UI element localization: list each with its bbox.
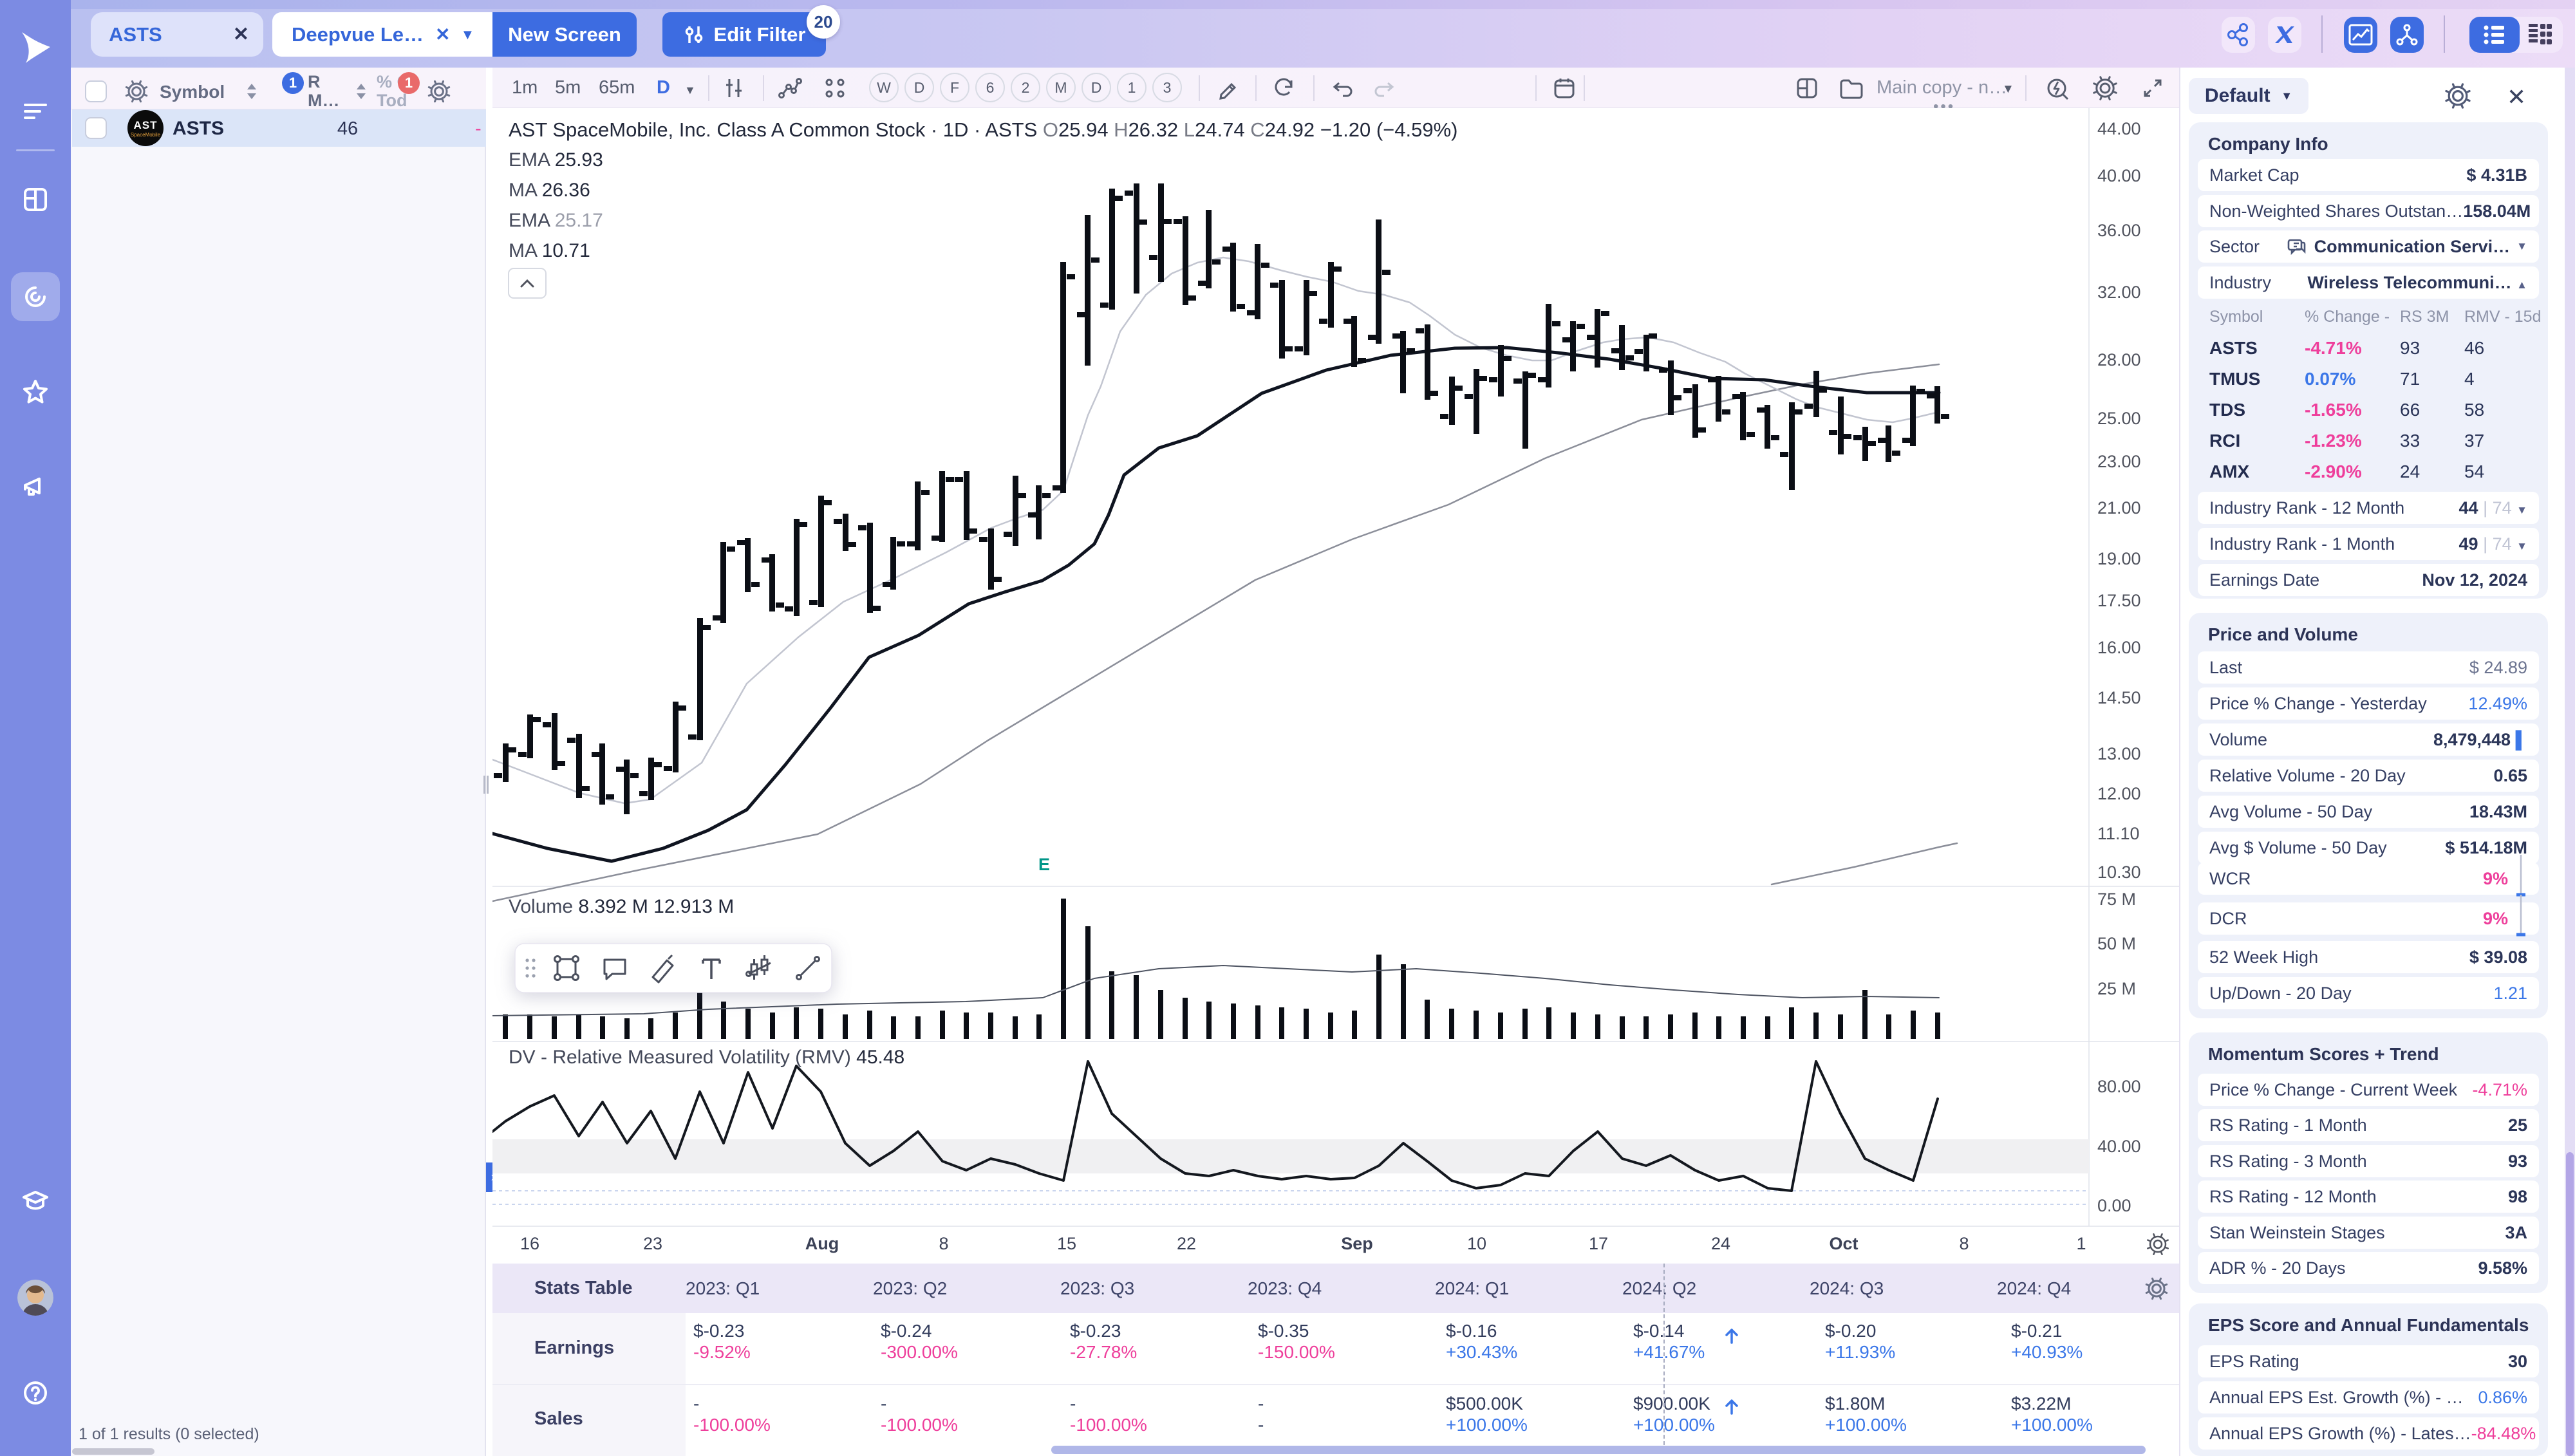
svg-text:32.00: 32.00 xyxy=(2097,283,2141,302)
svg-text:Oct: Oct xyxy=(1829,1234,1858,1253)
svg-text:75 M: 75 M xyxy=(2097,890,2136,909)
svg-text:1: 1 xyxy=(2076,1234,2086,1253)
svg-text:25 M: 25 M xyxy=(2097,979,2136,998)
svg-text:0.00: 0.00 xyxy=(2097,1196,2131,1215)
svg-text:8: 8 xyxy=(1959,1234,1969,1253)
svg-text:11.10: 11.10 xyxy=(2097,824,2140,843)
svg-text:50 M: 50 M xyxy=(2097,934,2136,953)
svg-text:19.00: 19.00 xyxy=(2097,549,2141,568)
svg-text:15: 15 xyxy=(1057,1234,1076,1253)
svg-text:EMA 25.93: EMA 25.93 xyxy=(509,149,603,171)
svg-text:24: 24 xyxy=(1711,1234,1730,1253)
svg-text:13.00: 13.00 xyxy=(2097,744,2141,763)
svg-text:21.00: 21.00 xyxy=(2097,498,2141,518)
svg-text:E: E xyxy=(1038,855,1050,874)
svg-text:MA 26.36: MA 26.36 xyxy=(509,180,590,201)
svg-text:16: 16 xyxy=(520,1234,539,1253)
svg-text:DV - Relative Measured Volatil: DV - Relative Measured Volatility (RMV) … xyxy=(509,1047,904,1068)
svg-text:10: 10 xyxy=(1467,1234,1486,1253)
svg-text:40.00: 40.00 xyxy=(2097,1137,2141,1156)
svg-text:40.00: 40.00 xyxy=(2097,166,2141,185)
svg-text:EMA 25.17: EMA 25.17 xyxy=(509,210,603,231)
svg-text:12.00: 12.00 xyxy=(2097,784,2141,803)
svg-text:Sep: Sep xyxy=(1341,1234,1373,1253)
svg-text:80.00: 80.00 xyxy=(2097,1077,2141,1096)
svg-text:Aug: Aug xyxy=(805,1234,839,1253)
svg-text:17.50: 17.50 xyxy=(2097,591,2141,610)
svg-text:17: 17 xyxy=(1589,1234,1608,1253)
svg-text:23: 23 xyxy=(643,1234,662,1253)
svg-text:10.30: 10.30 xyxy=(2097,863,2141,882)
svg-text:AST SpaceMobile, Inc. Class A: AST SpaceMobile, Inc. Class A Common Sto… xyxy=(509,118,1457,141)
svg-text:28.00: 28.00 xyxy=(2097,350,2141,369)
svg-text:Volume 8.392 M 12.913 M: Volume 8.392 M 12.913 M xyxy=(509,896,734,917)
svg-text:44.00: 44.00 xyxy=(2097,119,2141,138)
svg-text:16.00: 16.00 xyxy=(2097,638,2141,657)
svg-text:25.00: 25.00 xyxy=(2097,409,2141,428)
svg-text:23.00: 23.00 xyxy=(2097,452,2141,471)
svg-text:MA 10.71: MA 10.71 xyxy=(509,240,590,261)
svg-text:36.00: 36.00 xyxy=(2097,221,2141,240)
svg-text:8: 8 xyxy=(939,1234,948,1253)
svg-text:22: 22 xyxy=(1177,1234,1196,1253)
svg-text:14.50: 14.50 xyxy=(2097,688,2141,707)
